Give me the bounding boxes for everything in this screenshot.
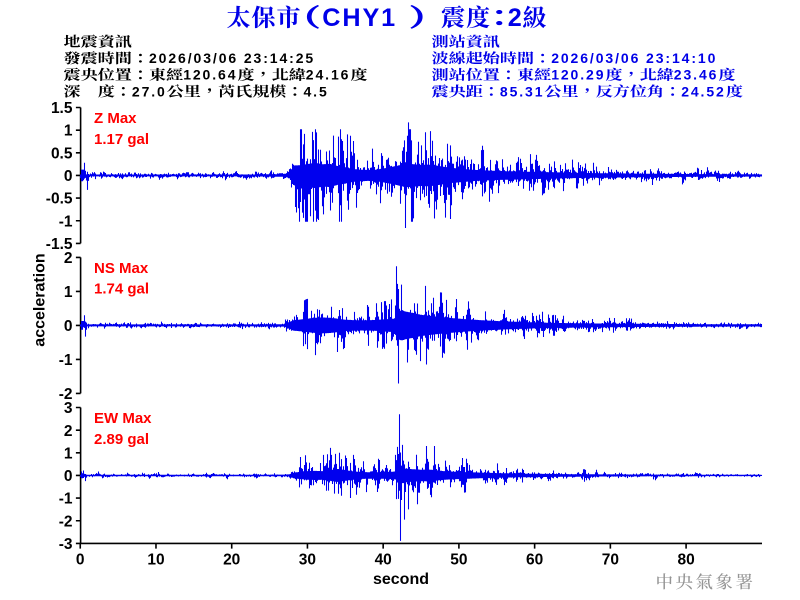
- svg-text:2: 2: [508, 4, 522, 32]
- svg-text:10: 10: [147, 552, 164, 569]
- svg-text:2026/03/06 23:14:10: 2026/03/06 23:14:10: [551, 50, 717, 66]
- svg-text:20: 20: [223, 552, 240, 569]
- svg-text:1.74 gal: 1.74 gal: [94, 281, 149, 298]
- svg-text:120.64: 120.64: [183, 67, 237, 83]
- svg-text:0: 0: [64, 168, 73, 185]
- svg-text:30: 30: [299, 552, 316, 569]
- svg-text:2.89 gal: 2.89 gal: [94, 431, 149, 448]
- svg-text:4.5: 4.5: [304, 83, 329, 99]
- svg-text:1: 1: [64, 445, 73, 462]
- svg-text:2: 2: [64, 423, 73, 440]
- svg-text:1: 1: [64, 123, 73, 140]
- svg-text:120.29: 120.29: [551, 67, 605, 83]
- svg-text:-1: -1: [59, 213, 73, 230]
- svg-text:2: 2: [64, 250, 73, 267]
- svg-text:0: 0: [76, 552, 85, 569]
- svg-text:-0.5: -0.5: [46, 191, 73, 208]
- svg-text:Z Max: Z Max: [94, 110, 137, 127]
- svg-text:-2: -2: [59, 386, 73, 403]
- svg-text:acceleration: acceleration: [32, 253, 49, 346]
- svg-text:1.17 gal: 1.17 gal: [94, 131, 149, 148]
- svg-text:40: 40: [375, 552, 392, 569]
- svg-text:60: 60: [526, 552, 543, 569]
- svg-text:-1: -1: [59, 491, 73, 508]
- svg-text:CHY1: CHY1: [322, 4, 397, 32]
- svg-text:3: 3: [64, 400, 73, 417]
- svg-text:24.52: 24.52: [681, 83, 726, 99]
- svg-text:0: 0: [64, 468, 73, 485]
- svg-text:second: second: [373, 571, 429, 588]
- svg-text:0.5: 0.5: [51, 145, 73, 162]
- svg-text:-2: -2: [59, 513, 73, 530]
- svg-text:-1: -1: [59, 352, 73, 369]
- svg-text:27.0: 27.0: [132, 83, 167, 99]
- svg-text:1: 1: [64, 284, 73, 301]
- svg-text:2026/03/06 23:14:25: 2026/03/06 23:14:25: [149, 50, 315, 66]
- svg-text:50: 50: [450, 552, 467, 569]
- svg-text:1.5: 1.5: [51, 100, 73, 117]
- svg-text:85.31: 85.31: [500, 83, 545, 99]
- svg-text:-1.5: -1.5: [46, 236, 73, 253]
- svg-text:70: 70: [602, 552, 619, 569]
- svg-text:23.46: 23.46: [674, 67, 719, 83]
- svg-text:EW Max: EW Max: [94, 410, 152, 427]
- svg-text:0: 0: [64, 318, 73, 335]
- svg-text:-3: -3: [59, 536, 73, 553]
- svg-text:80: 80: [677, 552, 694, 569]
- svg-text:NS Max: NS Max: [94, 260, 149, 277]
- svg-text:24.16: 24.16: [306, 67, 351, 83]
